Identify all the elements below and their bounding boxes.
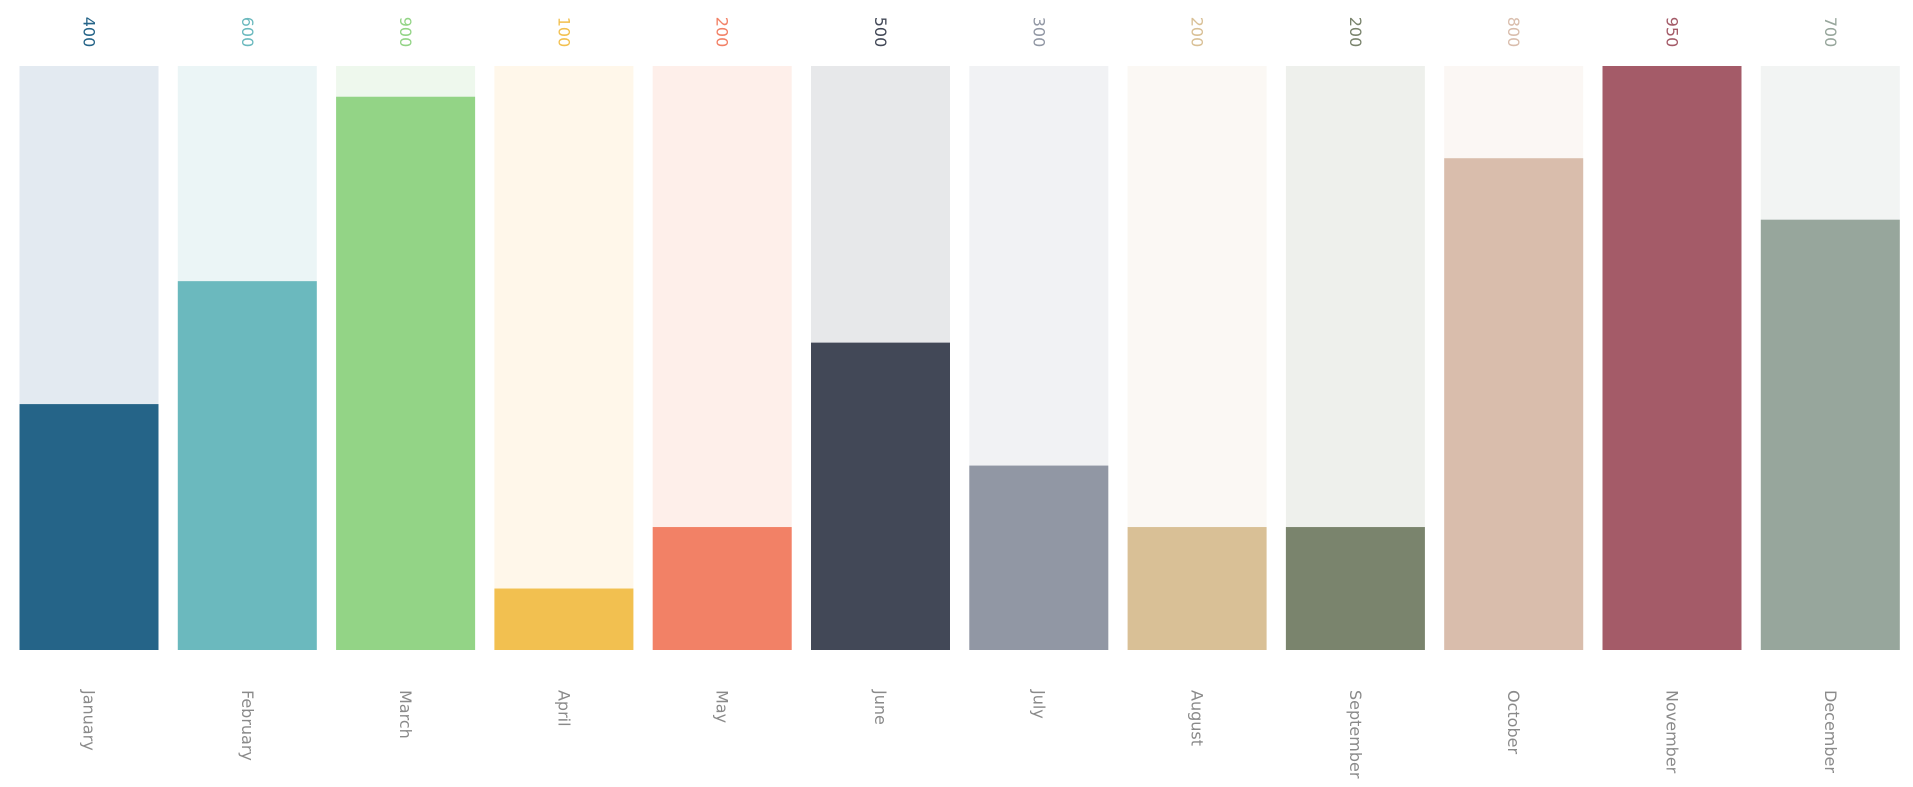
bar-june [811, 342, 950, 650]
bar-january [19, 404, 159, 650]
value-label-april: 100 [554, 17, 573, 48]
bar-july [969, 465, 1109, 650]
month-label-october: October [1504, 690, 1523, 754]
month-label-may: May [713, 690, 732, 723]
value-label-february: 600 [238, 17, 257, 48]
month-label-august: August [1188, 690, 1207, 746]
month-label-september: September [1346, 690, 1365, 779]
bars [19, 66, 1900, 651]
bar-september [1285, 527, 1425, 650]
bar-december [1760, 219, 1900, 650]
bar-august [1127, 527, 1267, 650]
bar-april [494, 588, 634, 650]
value-label-august: 200 [1188, 17, 1207, 48]
month-label-november: November [1663, 690, 1682, 774]
value-label-may: 200 [713, 17, 732, 48]
value-label-october: 800 [1504, 17, 1523, 48]
value-label-december: 700 [1821, 17, 1840, 48]
bar-may [652, 527, 792, 650]
value-label-july: 300 [1029, 17, 1048, 48]
month-label-june: June [871, 689, 890, 725]
month-label-march: March [396, 690, 415, 739]
value-label-november: 950 [1663, 17, 1682, 48]
month-label-december: December [1821, 690, 1840, 773]
bar-track-april [494, 66, 634, 650]
bar-november [1602, 66, 1742, 650]
month-label-april: April [554, 690, 573, 727]
value-label-march: 900 [396, 17, 415, 48]
bar-february [177, 281, 317, 650]
value-labels: 400 600 900 100 200 500 300 200 200 800 950 700 [80, 17, 1840, 48]
value-label-september: 200 [1346, 17, 1365, 48]
month-label-february: February [238, 690, 257, 761]
bar-march [336, 96, 476, 651]
bar-october [1444, 158, 1584, 651]
month-label-january: January [80, 689, 99, 751]
month-label-july: July [1029, 689, 1048, 719]
value-label-january: 400 [80, 17, 99, 48]
month-labels: January February March April May June July Augu… [80, 689, 1840, 779]
value-label-june: 500 [871, 17, 890, 48]
